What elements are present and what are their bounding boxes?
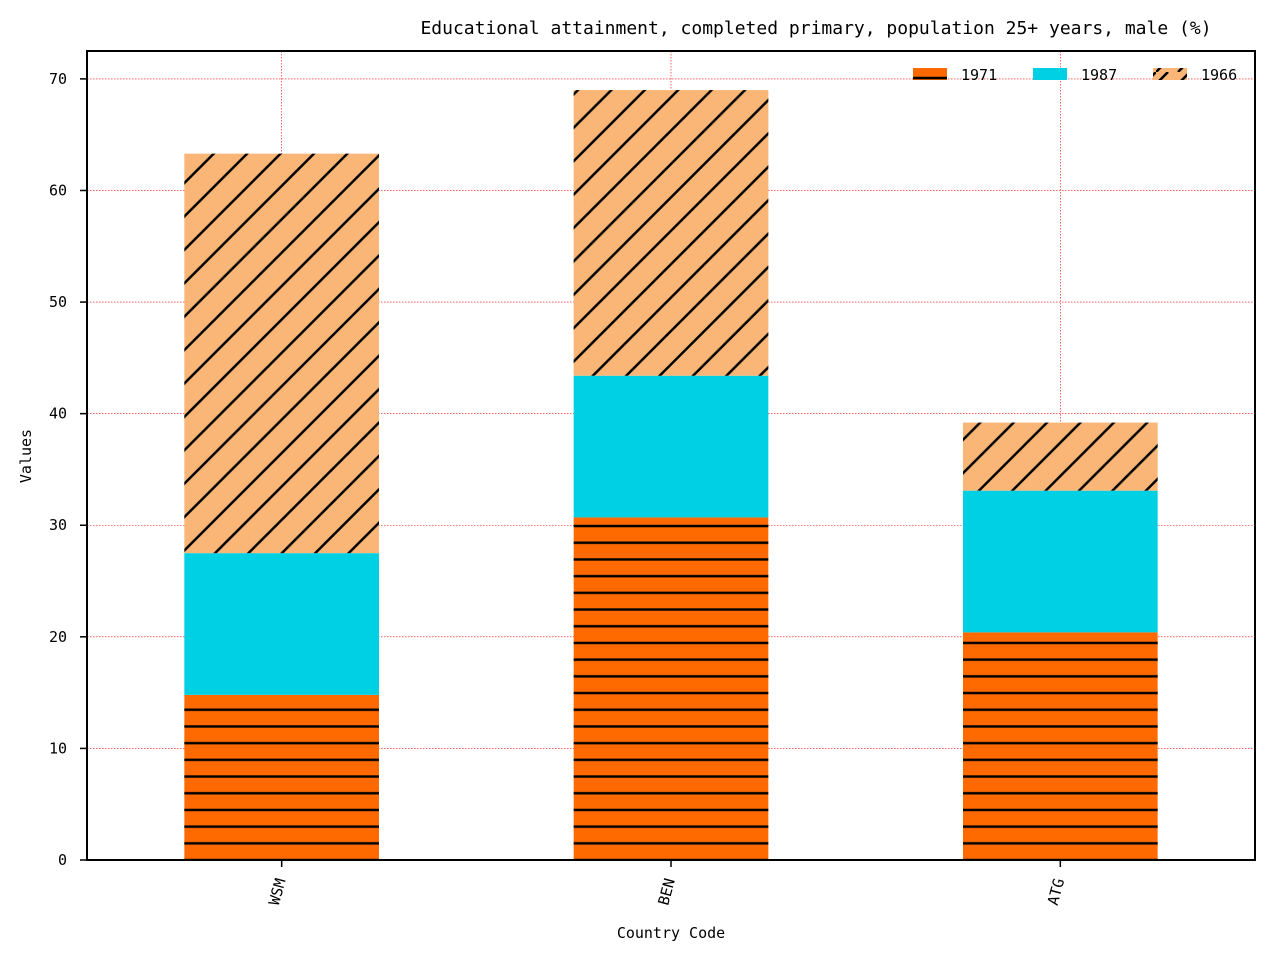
legend-label-1987: 1987 bbox=[1081, 66, 1117, 84]
x-tick-label: BEN bbox=[654, 876, 678, 907]
legend-label-1971: 1971 bbox=[961, 66, 997, 84]
bar-hatch-1971-ATG bbox=[963, 632, 1158, 860]
legend-swatch-hatch-1971 bbox=[913, 68, 947, 80]
y-tick-label: 20 bbox=[49, 628, 67, 646]
bar-hatch-1971-BEN bbox=[573, 517, 769, 860]
x-tick-label: WSM bbox=[265, 876, 289, 907]
y-tick-label: 70 bbox=[49, 70, 67, 88]
y-tick-label: 30 bbox=[49, 516, 67, 534]
legend-swatch-1987 bbox=[1033, 68, 1067, 80]
x-axis-label: Country Code bbox=[617, 924, 725, 942]
y-tick-label: 40 bbox=[49, 405, 67, 423]
y-axis: 0 10 20 30 40 50 60 70 bbox=[49, 70, 87, 869]
bar-1987-BEN bbox=[573, 375, 769, 518]
bars bbox=[184, 90, 1158, 860]
legend-swatch-hatch-1966 bbox=[1153, 68, 1187, 80]
y-tick-label: 50 bbox=[49, 293, 67, 311]
x-tick-label: ATG bbox=[1044, 876, 1068, 907]
x-axis: WSM BEN ATG bbox=[265, 860, 1068, 907]
bar-hatch-1971-WSM bbox=[184, 694, 379, 860]
bar-hatch-1966-ATG bbox=[963, 422, 1158, 491]
y-tick-label: 0 bbox=[58, 851, 67, 869]
chart-title: Educational attainment, completed primar… bbox=[420, 18, 1211, 39]
legend: 1971 1987 1966 bbox=[913, 66, 1237, 84]
y-axis-label: Values bbox=[17, 429, 35, 483]
y-tick-label: 10 bbox=[49, 739, 67, 757]
bar-hatch-1966-BEN bbox=[573, 90, 769, 376]
bar-hatch-1966-WSM bbox=[184, 153, 379, 554]
legend-label-1966: 1966 bbox=[1201, 66, 1237, 84]
bar-1987-WSM bbox=[184, 553, 379, 695]
y-tick-label: 60 bbox=[49, 181, 67, 199]
bar-1987-ATG bbox=[963, 490, 1158, 633]
